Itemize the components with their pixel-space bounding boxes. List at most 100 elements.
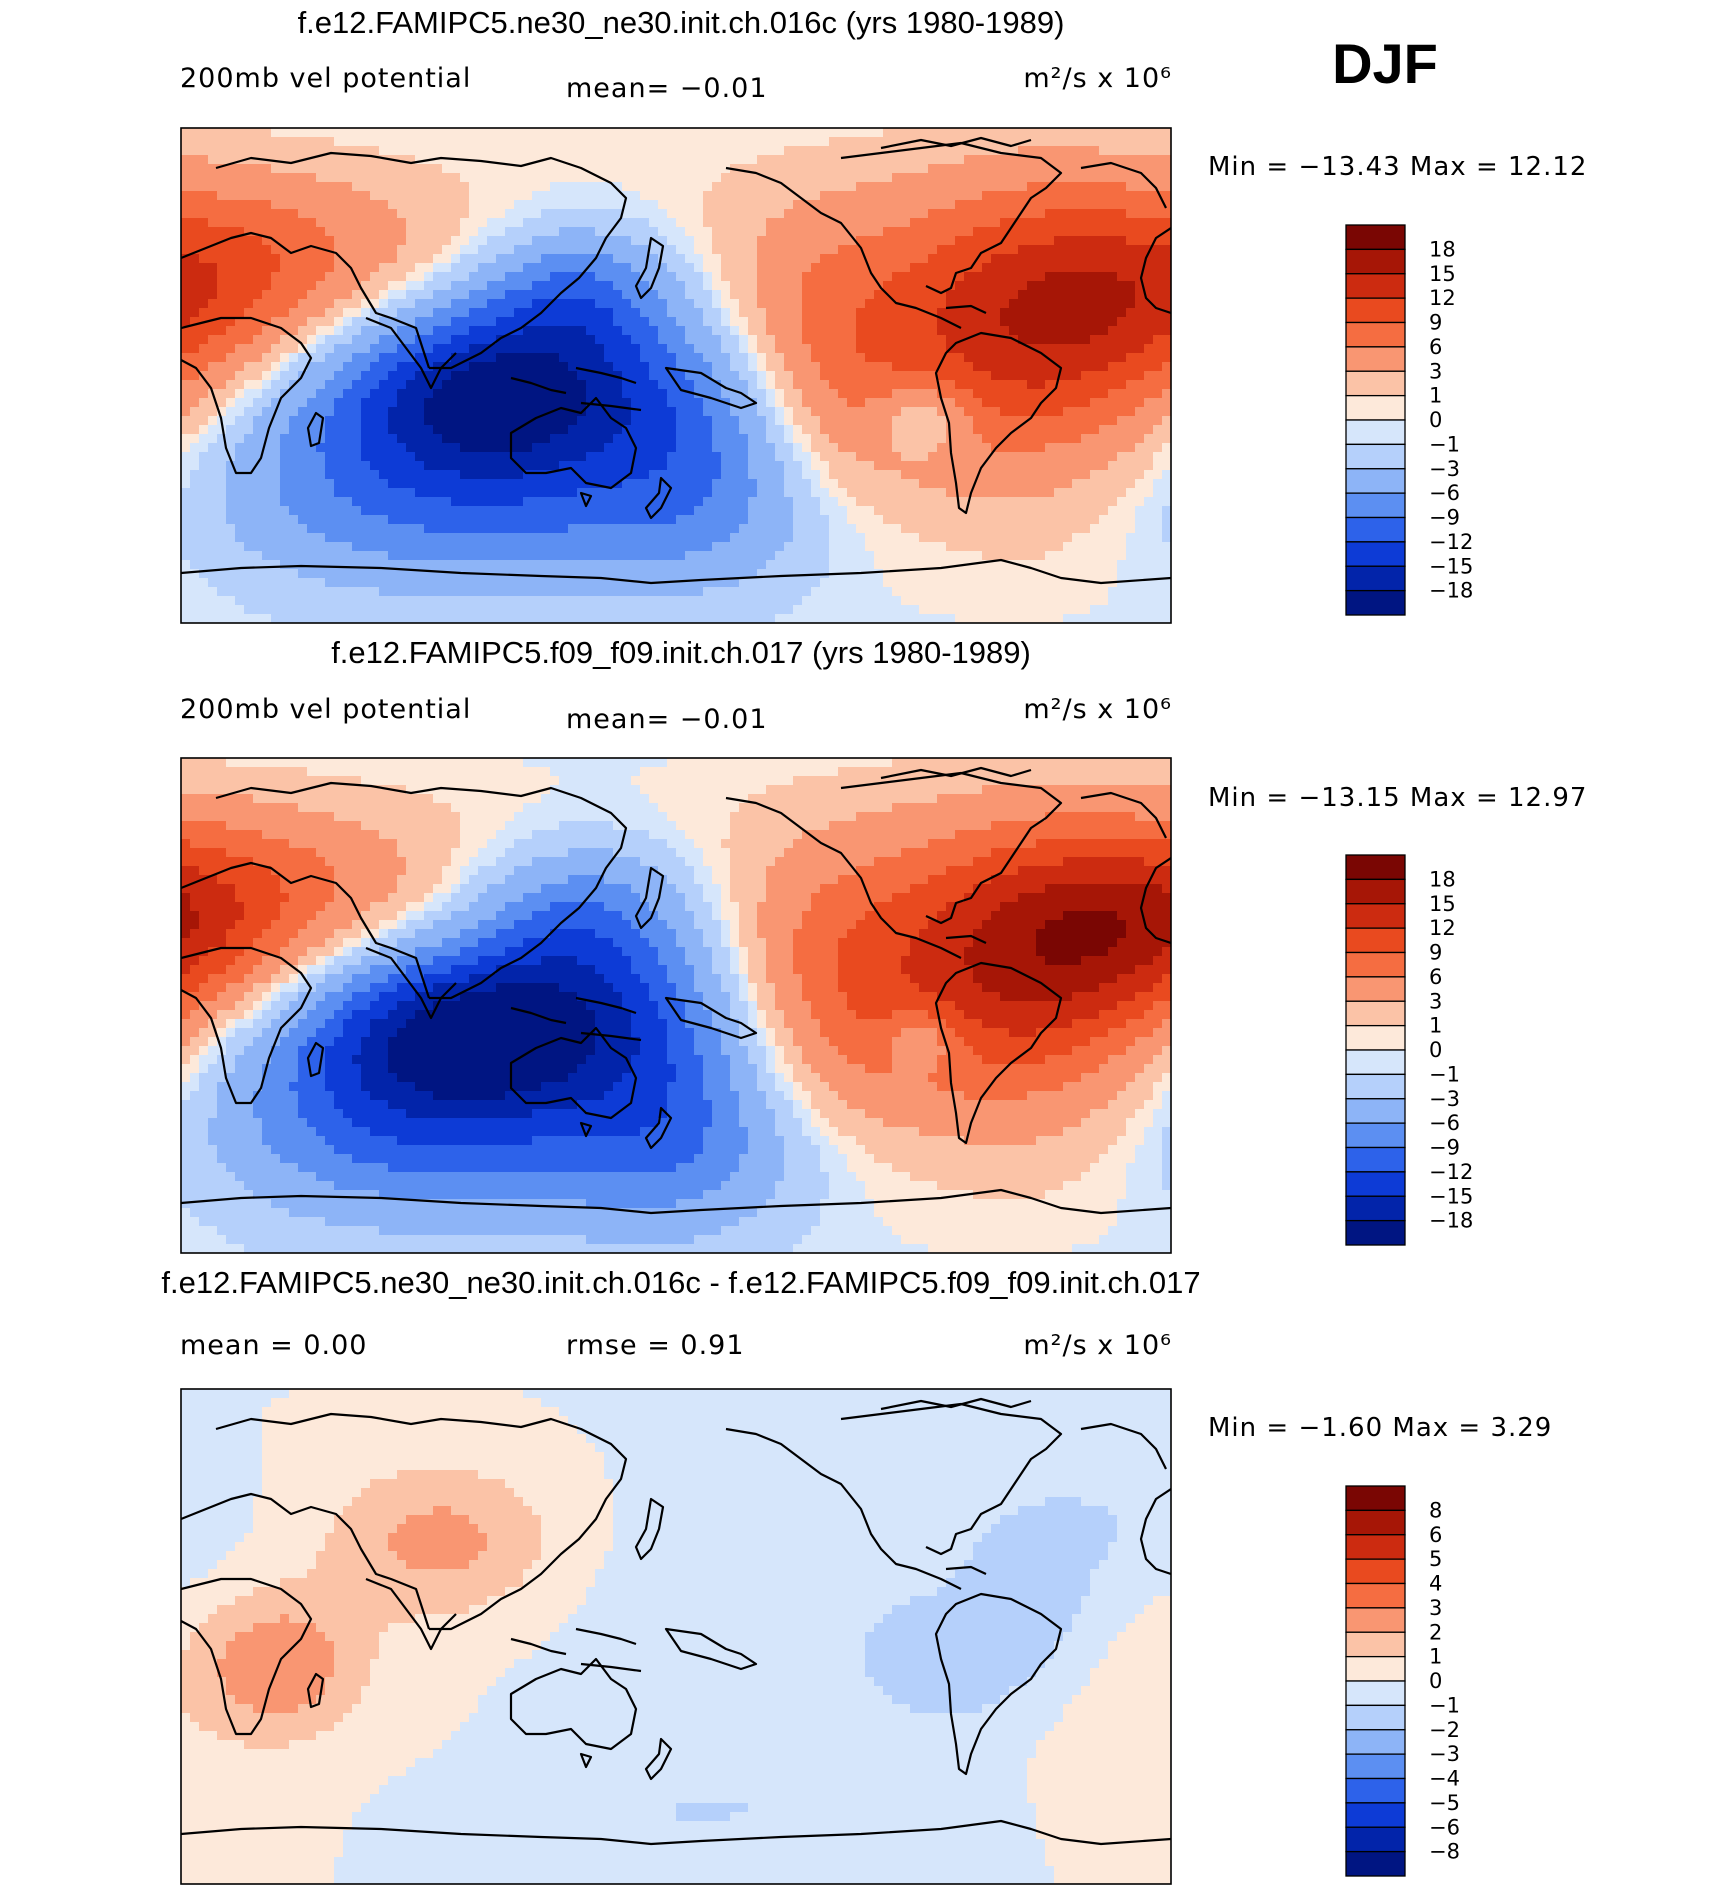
- field-cell: [451, 470, 461, 480]
- field-cell: [946, 326, 956, 336]
- field-cell: [181, 272, 191, 282]
- field-cell: [523, 164, 533, 174]
- field-cell: [829, 191, 839, 201]
- field-cell: [451, 236, 461, 246]
- field-cell: [442, 263, 452, 273]
- field-cell: [415, 479, 425, 489]
- field-cell: [460, 218, 470, 228]
- field-cell: [253, 524, 263, 534]
- field-cell: [298, 434, 308, 444]
- field-cell: [640, 128, 650, 138]
- field-cell: [838, 209, 848, 219]
- field-cell: [874, 461, 884, 471]
- field-cell: [919, 335, 929, 345]
- field-cell: [262, 524, 272, 534]
- field-cell: [703, 272, 713, 282]
- field-cell: [964, 506, 974, 516]
- field-cell: [244, 236, 254, 246]
- field-cell: [397, 128, 407, 138]
- field-cell: [622, 407, 632, 417]
- field-cell: [658, 272, 668, 282]
- field-cell: [217, 470, 227, 480]
- field-cell: [721, 146, 731, 156]
- field-cell: [694, 281, 704, 291]
- field-cell: [865, 506, 875, 516]
- field-cell: [775, 191, 785, 201]
- field-cell: [874, 470, 884, 480]
- field-cell: [1081, 497, 1091, 507]
- field-cell: [586, 146, 596, 156]
- field-cell: [982, 371, 992, 381]
- field-cell: [784, 389, 794, 399]
- field-cell: [595, 497, 605, 507]
- field-cell: [1099, 326, 1109, 336]
- field-cell: [838, 407, 848, 417]
- field-cell: [1144, 470, 1154, 480]
- field-cell: [1009, 281, 1019, 291]
- field-cell: [325, 461, 335, 471]
- field-cell: [370, 407, 380, 417]
- field-cell: [1018, 236, 1028, 246]
- field-cell: [775, 488, 785, 498]
- field-cell: [883, 326, 893, 336]
- field-cell: [640, 326, 650, 336]
- field-cell: [982, 326, 992, 336]
- field-cell: [496, 326, 506, 336]
- field-cell: [568, 398, 578, 408]
- field-cell: [595, 335, 605, 345]
- field-cell: [1027, 353, 1037, 363]
- field-cell: [973, 299, 983, 309]
- field-cell: [820, 353, 830, 363]
- field-cell: [1054, 335, 1064, 345]
- field-cell: [451, 128, 461, 138]
- field-cell: [577, 290, 587, 300]
- field-cell: [946, 362, 956, 372]
- field-cell: [181, 371, 191, 381]
- field-cell: [847, 416, 857, 426]
- field-cell: [289, 254, 299, 264]
- field-cell: [478, 308, 488, 318]
- field-cell: [649, 128, 659, 138]
- field-cell: [802, 434, 812, 444]
- field-cell: [1162, 236, 1171, 246]
- field-cell: [1072, 398, 1082, 408]
- field-cell: [928, 335, 938, 345]
- field-cell: [262, 353, 272, 363]
- field-cell: [829, 137, 839, 147]
- field-cell: [739, 461, 749, 471]
- field-cell: [226, 281, 236, 291]
- field-cell: [298, 263, 308, 273]
- field-cell: [964, 380, 974, 390]
- field-cell: [226, 452, 236, 462]
- field-cell: [280, 308, 290, 318]
- field-cell: [235, 479, 245, 489]
- field-cell: [1054, 461, 1064, 471]
- field-cell: [244, 299, 254, 309]
- field-cell: [883, 263, 893, 273]
- field-cell: [757, 254, 767, 264]
- field-cell: [883, 398, 893, 408]
- field-cell: [991, 299, 1001, 309]
- field-cell: [973, 191, 983, 201]
- field-cell: [514, 281, 524, 291]
- field-cell: [883, 164, 893, 174]
- field-cell: [1162, 353, 1171, 363]
- field-cell: [478, 488, 488, 498]
- field-cell: [307, 380, 317, 390]
- field-cell: [316, 254, 326, 264]
- field-cell: [784, 497, 794, 507]
- field-cell: [424, 434, 434, 444]
- field-cell: [244, 389, 254, 399]
- field-cell: [397, 497, 407, 507]
- field-cell: [820, 290, 830, 300]
- field-cell: [1036, 407, 1046, 417]
- field-cell: [1000, 452, 1010, 462]
- field-cell: [847, 479, 857, 489]
- field-cell: [757, 191, 767, 201]
- field-cell: [226, 236, 236, 246]
- field-cell: [541, 497, 551, 507]
- field-cell: [658, 434, 668, 444]
- field-cell: [1144, 344, 1154, 354]
- field-cell: [820, 506, 830, 516]
- field-cell: [235, 443, 245, 453]
